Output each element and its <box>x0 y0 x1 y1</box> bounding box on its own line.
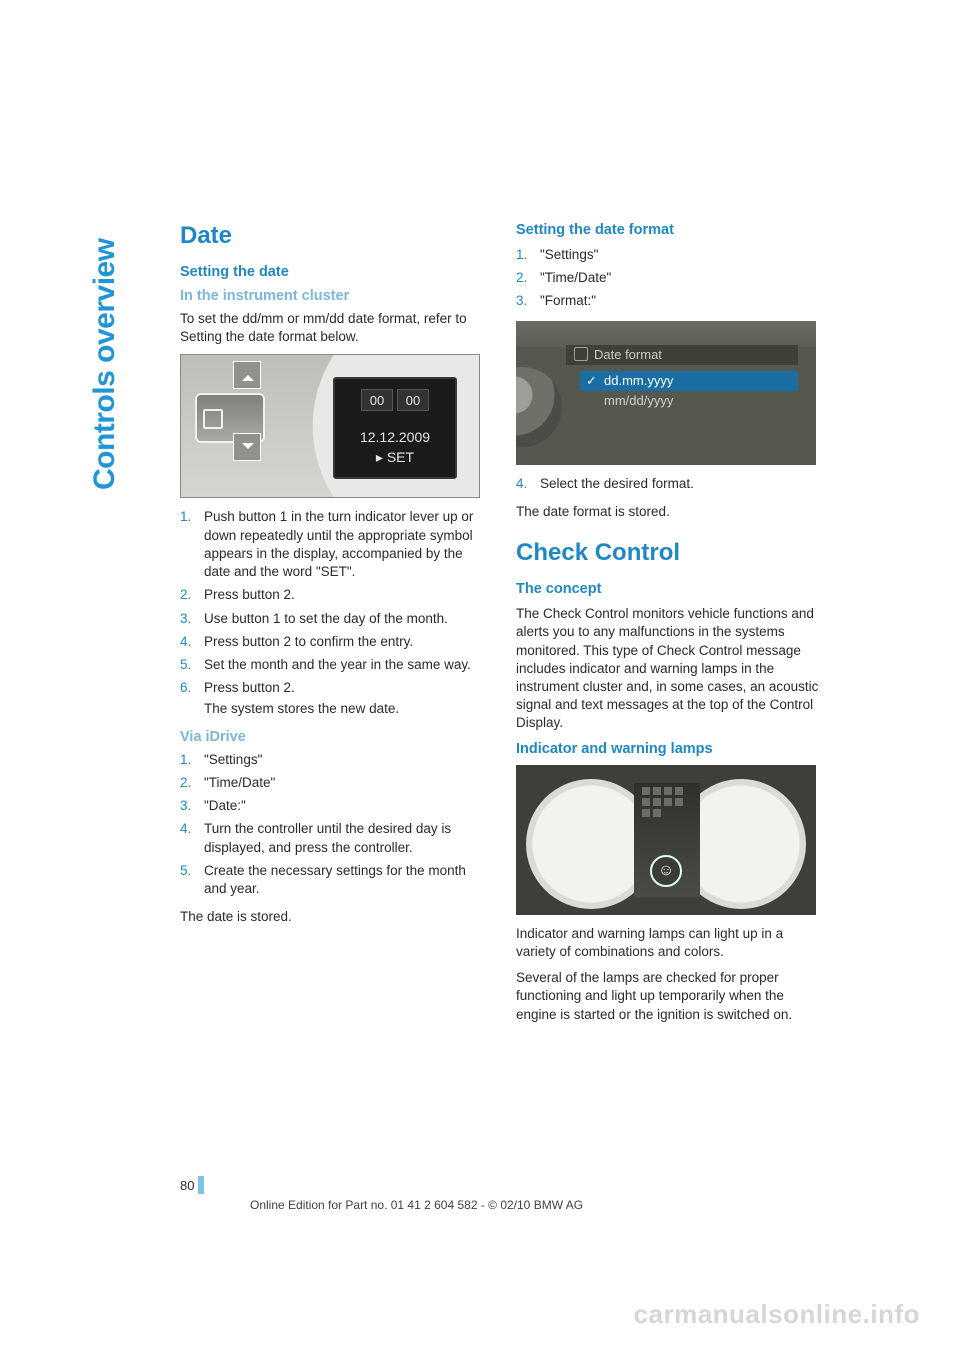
arrow-up-icon <box>233 361 261 389</box>
list-item: 4.Turn the controller until the desired … <box>180 820 484 856</box>
watermark: carmanualsonline.info <box>634 1299 920 1330</box>
display-set-label: SET <box>335 449 455 466</box>
format-after: The date format is stored. <box>516 503 820 521</box>
lamps-p1: Indicator and warning lamps can light up… <box>516 925 820 961</box>
list-item: 1.Push button 1 in the turn indicator le… <box>180 508 484 581</box>
heading-check-control: Check Control <box>516 539 820 567</box>
list-item: 3."Date:" <box>180 797 484 815</box>
list-item: 2."Time/Date" <box>516 269 820 287</box>
idrive-screen-title: Date format <box>566 345 798 365</box>
indicator-lamp-cluster <box>642 787 692 817</box>
concept-body: The Check Control monitors vehicle funct… <box>516 605 820 733</box>
heading-date: Date <box>180 222 484 250</box>
arrow-down-icon <box>233 433 261 461</box>
list-item: 4.Press button 2 to confirm the entry. <box>180 633 484 651</box>
idrive-after: The date is stored. <box>180 908 484 926</box>
list-item: 5.Set the month and the year in the same… <box>180 656 484 674</box>
warning-lamp-icon: ☺ <box>650 855 682 887</box>
list-item: 2."Time/Date" <box>180 774 484 792</box>
display-segment-2: 00 <box>397 389 429 411</box>
list-item: 3.Use button 1 to set the day of the mon… <box>180 610 484 628</box>
right-column: Setting the date format 1."Settings" 2."… <box>516 222 820 1032</box>
heading-lamps: Indicator and warning lamps <box>516 741 820 757</box>
figure-dashboard: ☺ <box>516 765 816 915</box>
display-segment-1: 00 <box>361 389 393 411</box>
list-item: 2.Press button 2. <box>180 586 484 604</box>
heading-via-idrive: Via iDrive <box>180 729 484 745</box>
idrive-steps: 1."Settings" 2."Time/Date" 3."Date:" 4.T… <box>180 751 484 899</box>
heading-setting-date: Setting the date <box>180 264 484 280</box>
display-date: 12.12.2009 <box>335 429 455 445</box>
page-content: Date Setting the date In the instrument … <box>180 222 820 1032</box>
page-number: 80 <box>180 1176 204 1194</box>
list-item: 1."Settings" <box>516 246 820 264</box>
heading-instrument-cluster: In the instrument cluster <box>180 288 484 304</box>
footer-edition-line: Online Edition for Part no. 01 41 2 604 … <box>250 1198 583 1212</box>
list-item: 6.Press button 2.The system stores the n… <box>180 679 484 718</box>
format-steps: 1."Settings" 2."Time/Date" 3."Format:" <box>516 246 820 311</box>
format-step4-list: 4.Select the desired format. <box>516 475 820 493</box>
idrive-option-selected: dd.mm.yyyy <box>580 371 798 391</box>
left-column: Date Setting the date In the instrument … <box>180 222 484 1032</box>
lamps-p2: Several of the lamps are checked for pro… <box>516 969 820 1024</box>
figure-instrument-cluster: 00 00 12.12.2009 SET <box>180 354 480 498</box>
cluster-steps: 1.Push button 1 in the turn indicator le… <box>180 508 484 718</box>
heading-date-format: Setting the date format <box>516 222 820 238</box>
list-item: 3."Format:" <box>516 292 820 310</box>
list-item: 5.Create the necessary settings for the … <box>180 862 484 898</box>
idrive-controller-graphic <box>516 367 562 447</box>
cluster-display: 00 00 12.12.2009 SET <box>333 377 457 479</box>
idrive-option: mm/dd/yyyy <box>580 393 673 408</box>
heading-concept: The concept <box>516 581 820 597</box>
cluster-intro: To set the dd/mm or mm/dd date format, r… <box>180 310 484 346</box>
figure-idrive-screen: Date format dd.mm.yyyy mm/dd/yyyy <box>516 321 816 465</box>
list-item: 1."Settings" <box>180 751 484 769</box>
list-item: 4.Select the desired format. <box>516 475 820 493</box>
section-sidebar-title: Controls overview <box>88 238 122 490</box>
